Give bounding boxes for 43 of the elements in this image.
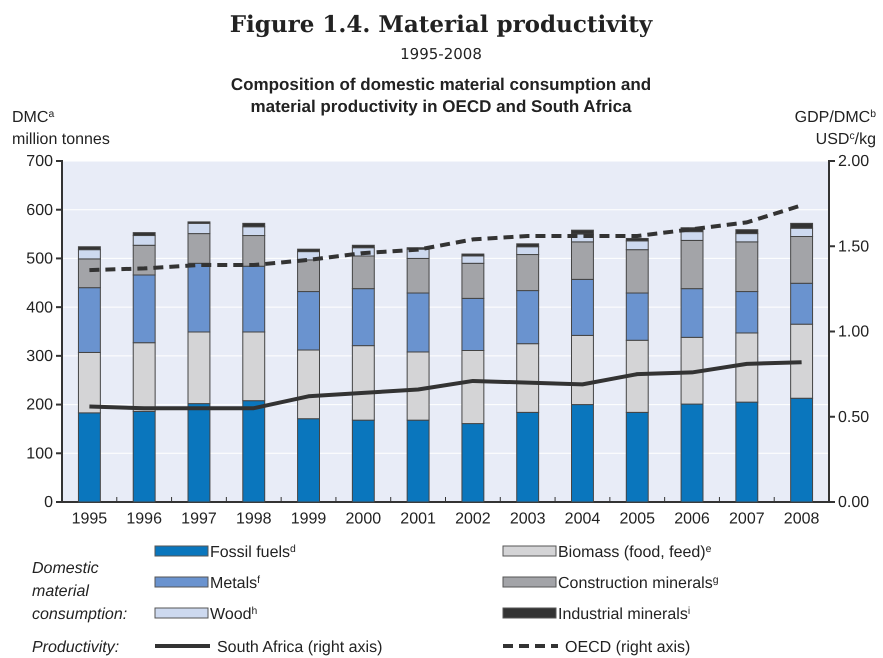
legend-label: OECD (right axis) <box>565 639 690 656</box>
y2-tick-label: 0.00 <box>838 494 870 512</box>
text: GDP/DMC$^{b}$ USD$^{c}$/kg <box>794 108 876 148</box>
x-tick-label: 2003 <box>510 510 546 528</box>
x-tick-label: 2001 <box>400 510 436 528</box>
y2-tick-label: 0.50 <box>838 408 870 426</box>
legend-label: Wood$^{h}$ <box>210 606 258 623</box>
x-tick-label: 2007 <box>729 510 765 528</box>
x-tick-label: 2002 <box>455 510 491 528</box>
chart-title: Figure 1.4. Material productivity <box>230 11 653 38</box>
x-tick-label: 2004 <box>564 510 600 528</box>
x-tick-label: 1998 <box>236 510 272 528</box>
x-tick-label: 1999 <box>290 510 326 528</box>
legend-label: Biomass (food, feed)$^{e}$ <box>558 544 712 561</box>
y-tick-label: 700 <box>26 153 54 170</box>
y2-tick-label: 2.00 <box>838 153 870 170</box>
line-series <box>87 360 804 410</box>
x-tick-label: 2005 <box>619 510 656 528</box>
text: Composition of domestic material consumption and material productivity in OECD and South Africa <box>230 75 652 116</box>
y2-tick-label: 1.00 <box>838 324 870 341</box>
y-tick-label: 100 <box>26 445 54 462</box>
x-tick-label: 1995 <box>72 510 108 528</box>
legend-label: South Africa (right axis) <box>217 639 382 656</box>
y-axis-title: DMC$^{a}$ million tonnes <box>12 108 110 148</box>
x-tick-label: 2006 <box>674 510 710 528</box>
x-tick-label: 1997 <box>181 510 217 528</box>
y2-tick-label: 1.50 <box>838 238 870 256</box>
x-tick-label: 2000 <box>346 510 382 528</box>
legend-label: Metals$^{f}$ <box>210 574 260 592</box>
text: Domestic material consumption: <box>32 560 128 623</box>
x-tick-label: 1996 <box>126 510 162 528</box>
y-tick-label: 300 <box>26 348 54 365</box>
x-tick-label: 2008 <box>784 510 820 528</box>
y-tick-label: 400 <box>26 299 54 316</box>
chart-subtitle: 1995-2008 <box>400 45 482 63</box>
legend-label: Industrial minerals$^{i}$ <box>558 606 690 623</box>
y-tick-label: 0 <box>44 494 54 512</box>
y-tick-label: 200 <box>26 396 54 414</box>
text: Productivity: <box>32 639 120 656</box>
y-tick-label: 600 <box>26 202 54 219</box>
legend-label: Fossil fuels$^{d}$ <box>210 544 296 561</box>
legend-label: Construction minerals$^{g}$ <box>558 574 719 592</box>
y-tick-label: 500 <box>26 250 54 268</box>
